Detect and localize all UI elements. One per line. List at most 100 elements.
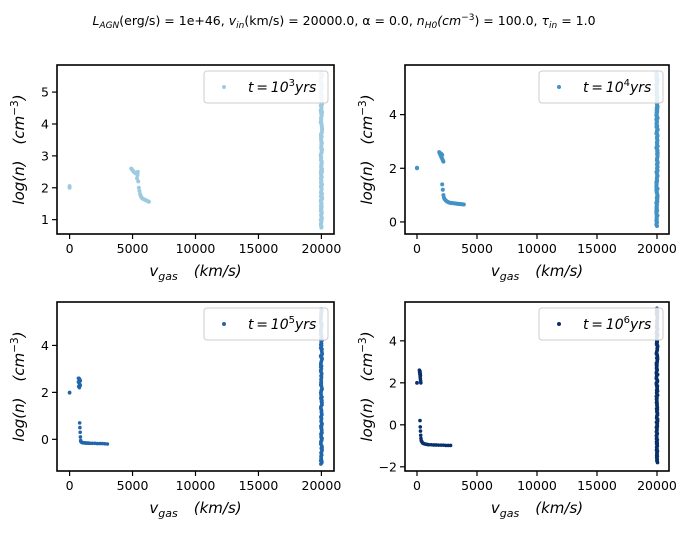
data-point bbox=[441, 159, 446, 164]
data-point bbox=[137, 188, 142, 193]
data-point bbox=[135, 173, 140, 178]
x-tick-label: 10000 bbox=[517, 478, 557, 493]
x-axis-label: vgas (km/s) bbox=[491, 499, 583, 520]
data-point bbox=[90, 441, 95, 446]
y-tick-label: 0 bbox=[389, 214, 397, 229]
legend-label: t = 104yrs bbox=[583, 78, 651, 96]
x-tick-label: 5000 bbox=[117, 241, 149, 256]
x-tick-label: 15000 bbox=[239, 478, 279, 493]
data-point bbox=[78, 425, 82, 430]
y-axis-label: log(n)(cm−3) bbox=[357, 331, 376, 441]
legend-box bbox=[538, 307, 664, 341]
y-tick-label: 2 bbox=[41, 180, 49, 195]
data-point bbox=[136, 185, 141, 190]
data-point bbox=[461, 202, 466, 207]
y-tick-label: 2 bbox=[389, 161, 397, 176]
y-tick-label: 1 bbox=[41, 212, 49, 227]
y-axis-label: log(n)(cm−3) bbox=[9, 94, 28, 204]
legend-box bbox=[203, 70, 329, 104]
data-point bbox=[136, 179, 141, 184]
data-point bbox=[415, 165, 419, 170]
x-axis-label: vgas (km/s) bbox=[149, 499, 241, 520]
data-point bbox=[418, 433, 423, 438]
y-tick-label: 2 bbox=[41, 385, 49, 400]
data-point bbox=[87, 441, 92, 446]
data-point bbox=[418, 429, 423, 433]
x-tick-label: 0 bbox=[413, 478, 421, 493]
y-tick-label: 0 bbox=[389, 417, 397, 432]
data-point bbox=[418, 425, 423, 429]
data-point bbox=[95, 441, 100, 446]
data-point bbox=[419, 381, 423, 385]
y-tick-label: 4 bbox=[41, 116, 49, 131]
data-point bbox=[105, 442, 110, 446]
x-tick-label: 15000 bbox=[577, 478, 617, 493]
x-tick-label: 10000 bbox=[517, 241, 557, 256]
y-tick-label: 4 bbox=[389, 107, 397, 122]
x-tick-label: 20000 bbox=[637, 241, 677, 256]
y-tick-label: 3 bbox=[41, 148, 49, 163]
y-tick-label: −2 bbox=[379, 459, 397, 474]
data-point bbox=[77, 385, 82, 390]
data-point bbox=[440, 152, 445, 157]
subplot-4: 0 5000 10000 15000 20000 −2 0 2 4 vgas (km/s) log(n… bbox=[357, 301, 677, 520]
x-tick-label: 15000 bbox=[577, 241, 617, 256]
legend-label: t = 105yrs bbox=[248, 315, 316, 333]
x-tick-label: 5000 bbox=[117, 478, 149, 493]
data-point bbox=[98, 441, 102, 446]
x-tick-label: 20000 bbox=[302, 478, 342, 493]
legend: t = 105yrs bbox=[203, 307, 329, 341]
subplot-1: 0 5000 10000 15000 20000 1 2 3 4 5 vgas (km/s) log(n… bbox=[9, 64, 342, 283]
legend: t = 103yrs bbox=[203, 70, 329, 104]
data-point bbox=[77, 421, 82, 425]
legend-box bbox=[203, 307, 329, 341]
scatter-series bbox=[67, 307, 324, 466]
data-point bbox=[418, 418, 422, 423]
x-tick-label: 0 bbox=[66, 241, 74, 256]
legend-marker bbox=[222, 85, 226, 89]
data-point bbox=[67, 184, 72, 189]
y-tick-label: 4 bbox=[389, 333, 397, 348]
y-axis-label: log(n)(cm−3) bbox=[9, 331, 28, 441]
legend-marker bbox=[222, 322, 226, 326]
data-point bbox=[418, 373, 423, 378]
legend-marker bbox=[557, 322, 561, 326]
data-point bbox=[134, 176, 139, 181]
data-point bbox=[78, 430, 82, 435]
data-point bbox=[67, 391, 72, 395]
y-tick-label: 2 bbox=[389, 375, 397, 390]
legend-label: t = 106yrs bbox=[583, 315, 651, 333]
x-tick-label: 20000 bbox=[637, 478, 677, 493]
x-tick-label: 15000 bbox=[239, 241, 279, 256]
y-tick-label: 0 bbox=[41, 432, 49, 447]
subplot-3: 0 5000 10000 15000 20000 0 2 4 vgas (km/s) log(n)(… bbox=[9, 301, 342, 520]
y-tick-label: 4 bbox=[41, 338, 49, 353]
data-point bbox=[440, 182, 445, 187]
x-tick-label: 5000 bbox=[461, 478, 493, 493]
data-point bbox=[440, 187, 445, 192]
x-tick-label: 10000 bbox=[176, 478, 216, 493]
x-tick-label: 0 bbox=[66, 478, 74, 493]
data-point bbox=[415, 381, 419, 385]
data-point bbox=[448, 443, 453, 448]
x-tick-label: 0 bbox=[413, 241, 421, 256]
legend: t = 104yrs bbox=[538, 70, 664, 104]
data-point bbox=[78, 435, 83, 439]
data-point bbox=[135, 169, 140, 174]
x-axis-label: vgas (km/s) bbox=[149, 262, 241, 283]
x-tick-label: 20000 bbox=[302, 241, 342, 256]
legend: t = 106yrs bbox=[538, 307, 664, 341]
x-axis-label: vgas (km/s) bbox=[491, 262, 583, 283]
legend-box bbox=[538, 70, 664, 104]
x-tick-label: 10000 bbox=[176, 241, 216, 256]
y-tick-label: 5 bbox=[41, 85, 49, 100]
y-axis-label: log(n)(cm−3) bbox=[357, 94, 376, 204]
legend-marker bbox=[557, 85, 561, 89]
x-tick-label: 5000 bbox=[461, 241, 493, 256]
subplot-2: 0 5000 10000 15000 20000 0 2 4 vgas (km/s) log(n)(… bbox=[357, 64, 677, 283]
legend-label: t = 103yrs bbox=[248, 78, 316, 96]
suptitle: LAGN(erg/s) = 1e+46, vin(km/s) = 20000.0… bbox=[92, 13, 595, 31]
data-point bbox=[146, 199, 151, 204]
